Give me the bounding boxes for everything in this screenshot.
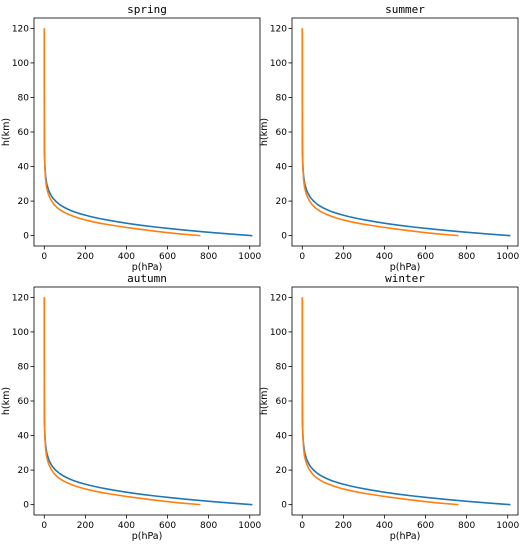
x-tick-label: 400 [118, 252, 135, 262]
x-tick-label: 600 [417, 521, 434, 531]
x-tick-label: 0 [41, 521, 47, 531]
subplot-1: 0 200 400 600 800 1000 0 20 40 60 80 100 120 spring p(… [1, 3, 261, 273]
x-tick-label: 800 [458, 252, 475, 262]
x-axis-label: p(hPa) [132, 531, 163, 542]
series-line-1 [43, 28, 253, 237]
y-tick-label: 20 [18, 466, 30, 476]
x-axis-label: p(hPa) [390, 531, 421, 542]
y-tick-label: 20 [276, 466, 288, 476]
subplot-2: 0 200 400 600 800 1000 0 20 40 60 80 100 120 summer p(… [259, 3, 519, 273]
series-line-1 [301, 28, 511, 237]
x-tick-label: 1000 [238, 252, 261, 262]
y-tick-label: 80 [276, 362, 288, 372]
y-tick-label: 20 [276, 197, 288, 207]
x-tick-label: 600 [159, 521, 176, 531]
subplot-title: spring [127, 3, 167, 16]
y-tick-label: 120 [270, 293, 287, 303]
x-tick-label: 200 [335, 521, 352, 531]
y-tick-label: 60 [276, 397, 288, 407]
y-tick-label: 100 [270, 328, 287, 338]
x-tick-label: 0 [299, 521, 305, 531]
x-tick-label: 600 [417, 252, 434, 262]
y-tick-label: 0 [23, 501, 29, 511]
x-tick-label: 400 [376, 521, 393, 531]
x-tick-label: 0 [41, 252, 47, 262]
x-tick-label: 800 [458, 521, 475, 531]
y-tick-label: 40 [276, 432, 288, 442]
y-tick-label: 0 [281, 232, 287, 242]
y-tick-label: 120 [12, 293, 29, 303]
x-axis-label: p(hPa) [390, 262, 421, 273]
x-tick-label: 1000 [496, 252, 519, 262]
series-line-2 [43, 28, 201, 237]
y-tick-label: 40 [18, 163, 30, 173]
subplot-4: 0 200 400 600 800 1000 0 20 40 60 80 100 120 winter p(… [259, 272, 519, 542]
y-axis-label: h(km) [259, 387, 270, 415]
axes-frame [33, 286, 261, 516]
series-line-1 [301, 297, 511, 506]
x-tick-label: 200 [77, 252, 94, 262]
x-tick-label: 1000 [238, 521, 261, 531]
y-tick-label: 100 [270, 59, 287, 69]
subplot-3: 0 200 400 600 800 1000 0 20 40 60 80 100 120 autumn p(… [1, 272, 261, 542]
subplot-title: autumn [127, 272, 167, 285]
x-tick-label: 400 [376, 252, 393, 262]
series-line-2 [301, 297, 459, 506]
y-axis-label: h(km) [259, 118, 270, 146]
series-line-1 [43, 297, 253, 506]
series-line-2 [301, 28, 459, 237]
x-tick-label: 800 [200, 252, 217, 262]
x-tick-label: 800 [200, 521, 217, 531]
axes-frame [33, 17, 261, 247]
y-tick-label: 60 [18, 128, 30, 138]
y-tick-label: 40 [276, 163, 288, 173]
y-tick-label: 120 [12, 24, 29, 34]
y-tick-label: 80 [18, 93, 30, 103]
y-tick-label: 120 [270, 24, 287, 34]
y-axis-label: h(km) [1, 118, 12, 146]
y-tick-label: 0 [23, 232, 29, 242]
x-tick-label: 200 [335, 252, 352, 262]
y-tick-label: 100 [12, 328, 29, 338]
subplot-title: summer [385, 3, 425, 16]
x-tick-label: 200 [77, 521, 94, 531]
y-tick-label: 40 [18, 432, 30, 442]
series-line-2 [43, 297, 201, 506]
y-tick-label: 60 [18, 397, 30, 407]
y-tick-label: 100 [12, 59, 29, 69]
y-tick-label: 80 [18, 362, 30, 372]
x-tick-label: 0 [299, 252, 305, 262]
y-axis-label: h(km) [1, 387, 12, 415]
axes-frame [291, 17, 519, 247]
x-tick-label: 400 [118, 521, 135, 531]
y-tick-label: 0 [281, 501, 287, 511]
x-axis-label: p(hPa) [132, 262, 163, 273]
y-tick-label: 60 [276, 128, 288, 138]
y-tick-label: 20 [18, 197, 30, 207]
x-tick-label: 1000 [496, 521, 519, 531]
axes-frame [291, 286, 519, 516]
x-tick-label: 600 [159, 252, 176, 262]
subplot-title: winter [385, 272, 425, 285]
y-tick-label: 80 [276, 93, 288, 103]
